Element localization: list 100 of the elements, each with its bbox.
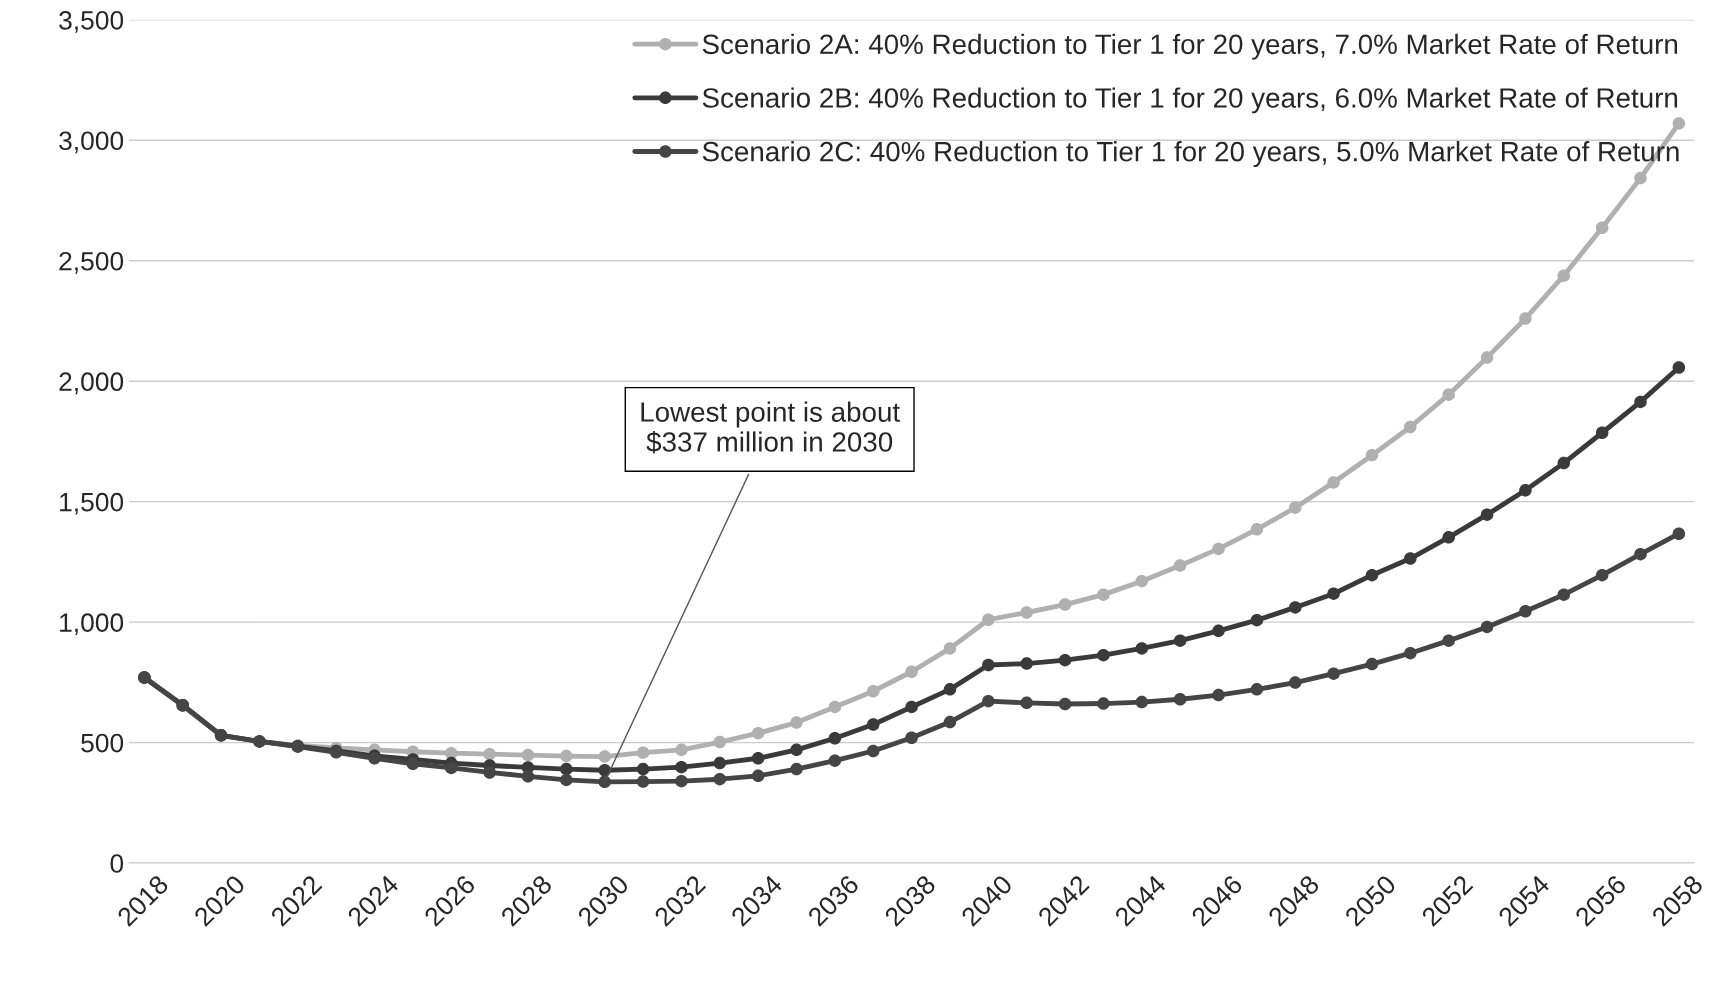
y-tick-label: 500 bbox=[81, 733, 124, 753]
point bbox=[560, 762, 573, 776]
point bbox=[1288, 676, 1302, 689]
point bbox=[675, 760, 688, 774]
point bbox=[1519, 605, 1532, 618]
y-tick-label: 2,500 bbox=[59, 251, 124, 274]
point bbox=[1135, 695, 1149, 709]
point bbox=[866, 718, 880, 731]
point bbox=[483, 747, 496, 761]
point bbox=[1442, 388, 1455, 401]
point bbox=[1365, 568, 1379, 582]
point bbox=[1672, 117, 1686, 130]
point bbox=[790, 743, 803, 757]
y-tick-label: 1,000 bbox=[60, 613, 124, 636]
point bbox=[1173, 559, 1187, 572]
point bbox=[1058, 598, 1072, 611]
point bbox=[1634, 395, 1647, 409]
point bbox=[521, 748, 535, 762]
point bbox=[828, 732, 842, 745]
point bbox=[866, 685, 880, 698]
point bbox=[406, 757, 420, 771]
point bbox=[713, 756, 727, 770]
annotation: Lowest point is about $337 million in 2030 bbox=[641, 401, 900, 454]
point bbox=[1135, 642, 1149, 655]
point bbox=[1442, 634, 1455, 647]
point bbox=[560, 773, 573, 787]
point bbox=[1097, 588, 1110, 601]
point bbox=[982, 658, 995, 672]
point bbox=[1404, 646, 1417, 660]
point bbox=[905, 700, 918, 714]
point bbox=[1058, 697, 1072, 711]
point bbox=[751, 751, 765, 765]
point bbox=[943, 642, 957, 655]
point bbox=[1404, 552, 1417, 565]
point bbox=[828, 754, 842, 767]
point bbox=[751, 726, 765, 740]
point bbox=[1288, 601, 1302, 614]
point bbox=[905, 731, 918, 745]
legend-label: Scenario 2B: 40% Reduction to Tier 1 for 20 years, 6.0% Market Rate of Return bbox=[702, 87, 1678, 114]
y-tick-label: 0 bbox=[110, 854, 124, 873]
y-tick-label: 1,500 bbox=[60, 492, 124, 515]
point bbox=[713, 772, 727, 786]
point bbox=[445, 761, 458, 775]
point bbox=[751, 769, 765, 783]
point bbox=[1557, 588, 1571, 601]
point bbox=[905, 665, 918, 678]
point bbox=[1288, 501, 1302, 514]
point bbox=[1250, 683, 1264, 696]
point bbox=[483, 766, 496, 779]
point bbox=[713, 735, 727, 749]
y-tick-label: 2,000 bbox=[59, 372, 124, 395]
point bbox=[1672, 361, 1686, 374]
point bbox=[1212, 688, 1225, 702]
point bbox=[1173, 634, 1187, 647]
point bbox=[943, 715, 957, 729]
point bbox=[1442, 531, 1455, 544]
point bbox=[1327, 667, 1340, 680]
point bbox=[866, 744, 880, 758]
point bbox=[1595, 568, 1609, 582]
point bbox=[1135, 574, 1149, 588]
point bbox=[943, 683, 957, 696]
point bbox=[598, 750, 611, 763]
point bbox=[1020, 696, 1033, 710]
point bbox=[1480, 620, 1494, 634]
point bbox=[1634, 171, 1647, 185]
point bbox=[1404, 420, 1417, 434]
y-tick-label: 3,000 bbox=[59, 131, 124, 154]
point bbox=[790, 762, 803, 776]
point bbox=[982, 694, 995, 708]
point bbox=[982, 613, 995, 626]
y-tick-label: 3,500 bbox=[59, 10, 124, 33]
point bbox=[790, 716, 803, 729]
point bbox=[828, 700, 842, 714]
point bbox=[675, 774, 688, 788]
point bbox=[1365, 657, 1379, 671]
point bbox=[1250, 523, 1264, 536]
point bbox=[675, 743, 688, 757]
point bbox=[1173, 692, 1187, 706]
point bbox=[1058, 653, 1072, 667]
point bbox=[636, 762, 650, 776]
point bbox=[1634, 547, 1647, 561]
legend-label: Scenario 2C: 40% Reduction to Tier 1 for 20 years, 5.0% Market Rate of Return bbox=[702, 141, 1679, 167]
legend-label: Scenario 2A: 40% Reduction to Tier 1 for 20 years, 7.0% Market Rate of Return bbox=[702, 33, 1678, 60]
point bbox=[636, 746, 650, 759]
point bbox=[1327, 476, 1340, 489]
point bbox=[1020, 606, 1033, 619]
point bbox=[521, 770, 535, 783]
point bbox=[598, 775, 611, 789]
point bbox=[1212, 624, 1225, 638]
point bbox=[1327, 587, 1340, 600]
point bbox=[1595, 426, 1609, 440]
point bbox=[1557, 456, 1571, 470]
point bbox=[1020, 657, 1033, 670]
point bbox=[1250, 613, 1264, 627]
point bbox=[1557, 269, 1571, 282]
point bbox=[1480, 508, 1494, 521]
point bbox=[1595, 221, 1609, 234]
point bbox=[636, 775, 650, 788]
point bbox=[560, 749, 573, 763]
point bbox=[1097, 648, 1110, 662]
